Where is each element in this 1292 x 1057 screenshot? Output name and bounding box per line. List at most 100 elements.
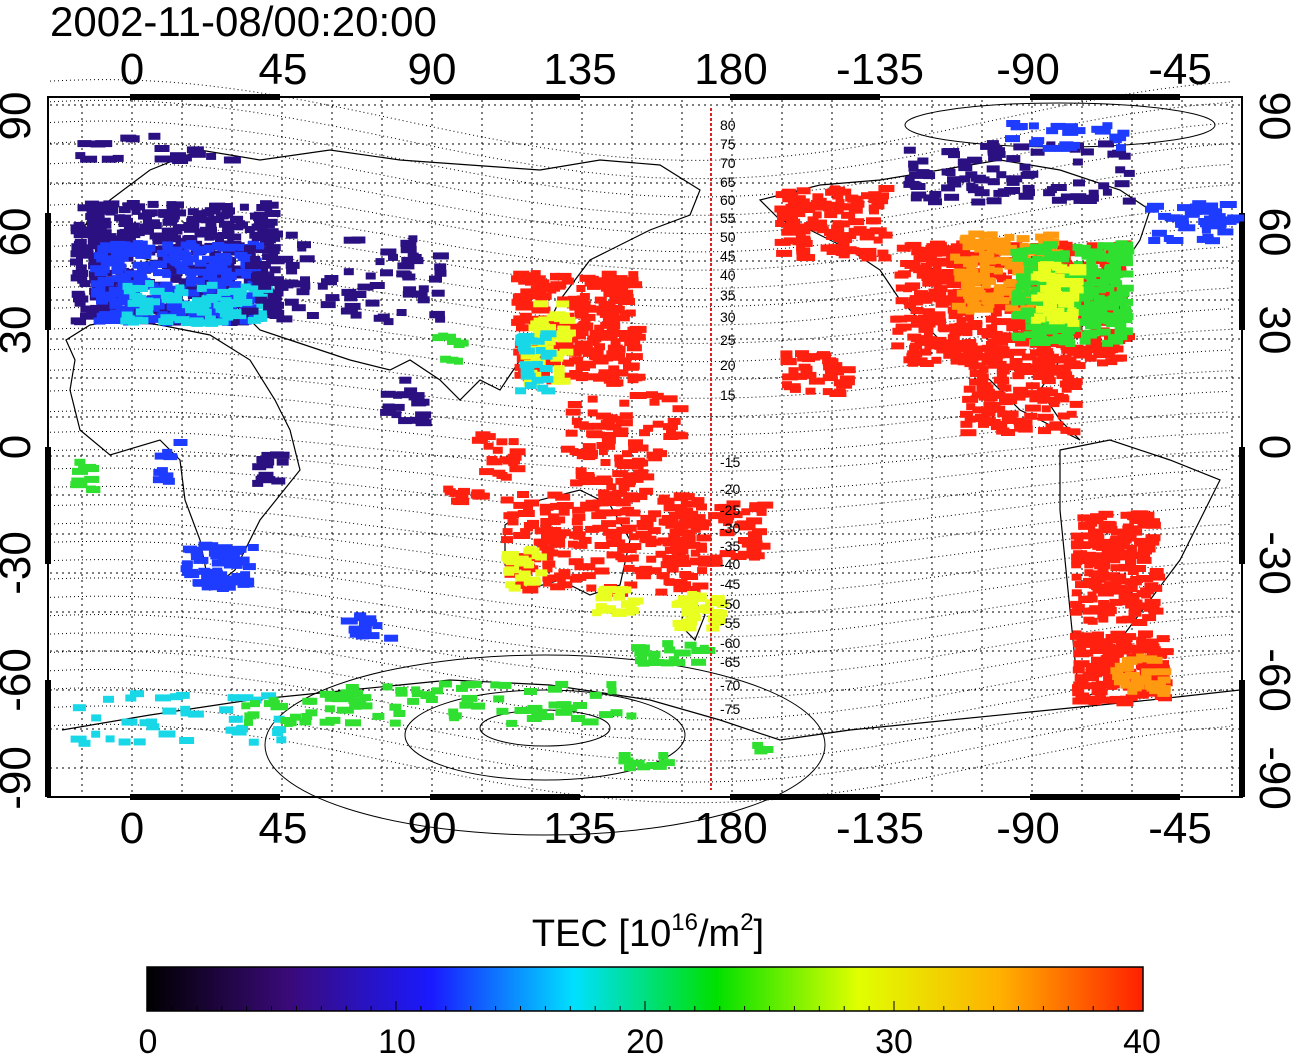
tec-dot [1025,382,1040,390]
tec-dot [162,256,173,264]
tec-dot [213,550,229,558]
tec-dot [388,253,398,261]
tec-dot [833,379,849,387]
tec-dot [185,306,203,314]
tec-dot [172,201,184,209]
tec-dot [1084,264,1099,272]
tec-dot [194,259,207,267]
tec-dot [1067,428,1081,436]
tec-dot [1110,577,1126,585]
tec-dot [921,274,935,282]
tec-dot [1125,694,1138,702]
tec-dot [1075,581,1091,589]
tec-dot [1043,231,1060,239]
tec-dot [278,281,294,289]
tec-dot [1104,264,1116,272]
tec-dot [1116,144,1126,152]
tec-dot [363,619,378,627]
tec-dot [372,712,385,720]
tec-dot [1124,578,1136,586]
tec-dot [1071,561,1082,569]
tec-dot [1108,250,1122,258]
tec-dot [868,196,881,204]
tec-dot [1072,697,1090,705]
tec-dot [923,194,940,202]
tec-dot [247,316,261,324]
tec-dot [979,273,989,281]
tec-dot [86,207,103,214]
tec-dot [115,241,131,249]
tec-dot [1072,243,1083,251]
tec-dot [475,431,491,439]
contour-label: -50 [720,596,740,612]
tec-dot [1118,616,1133,624]
tec-dot [673,527,685,535]
tec-dot [704,599,719,607]
tec-dot [1086,249,1099,257]
tec-dot [233,293,247,301]
tec-dot [321,278,337,286]
tec-dot [345,719,361,727]
tec-dot [897,270,911,278]
tec-dot [956,289,966,297]
tec-dot [73,231,90,239]
tec-dot [1097,589,1114,597]
tec-dot [401,256,415,264]
tec-dot [131,207,141,215]
tec-dot [1115,322,1127,330]
tec-dot [861,254,877,262]
tec-dot [541,387,556,395]
tec-dot [625,509,641,517]
tec-dot [531,376,544,384]
tec-dot [944,193,960,201]
tec-dot [935,257,953,265]
tec-dot [542,565,553,573]
tec-dot [263,700,280,708]
tec-dot [542,560,556,568]
tec-dot [483,442,494,450]
tec-dot [1129,517,1142,524]
frame-thick-border-segments [45,94,1245,800]
tec-dot [425,696,438,703]
tec-dot [625,543,642,550]
tec-dot [190,244,200,251]
tec-dot [594,343,605,351]
tec-dot [676,559,688,567]
tec-dot [664,646,676,654]
tec-dot [192,301,210,308]
tec-dot [601,270,617,278]
tec-dot [1117,316,1133,324]
tec-dot [568,540,578,548]
tec-dot [1017,281,1031,289]
tec-dot [1014,363,1032,370]
tec-dot [1051,196,1067,204]
tec-dot [1063,241,1073,249]
tec-dot [1126,544,1137,552]
tec-dot [459,701,474,709]
tec-dot [673,492,690,500]
bottom-lon-tick: 0 [120,804,144,853]
tec-dot [913,255,925,263]
tec-dot [1064,143,1078,151]
tec-dot [348,690,364,698]
tec-dot [960,235,976,243]
tec-dot [507,453,522,461]
tec-dot [94,214,105,222]
tec-dot [958,164,973,172]
colorbar-tick-label: 10 [378,1023,416,1057]
tec-dot [1071,308,1088,316]
tec-dot [1158,212,1172,220]
tec-dot [1125,558,1136,565]
tec-dot [1043,327,1058,335]
tec-dot [1084,270,1096,278]
tec-dot [211,577,226,585]
tec-dot [525,278,542,286]
colorbar-tick-label: 30 [875,1023,913,1057]
tec-dot [502,528,513,536]
tec-dot [408,235,418,243]
tec-dot [206,152,217,160]
tec-dot [248,285,262,293]
tec-dot [498,681,512,689]
tec-dot [1095,681,1110,689]
